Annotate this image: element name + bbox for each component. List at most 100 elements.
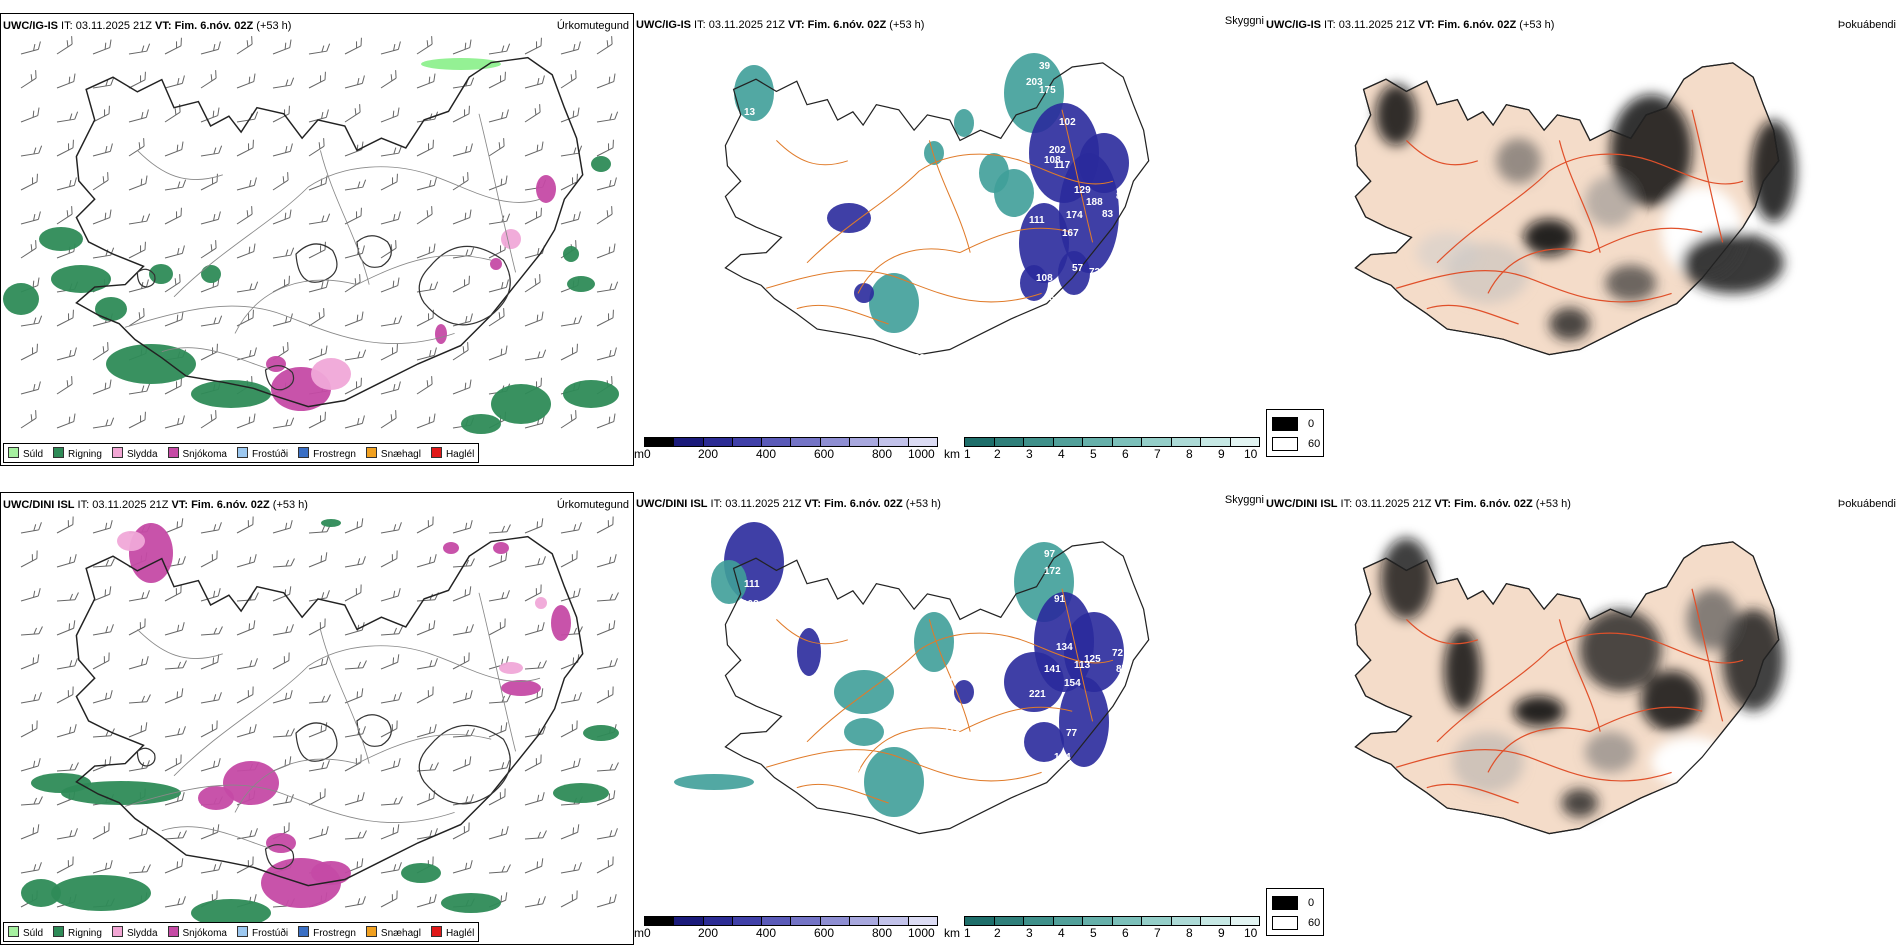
visibility-value-label: 83 bbox=[1102, 209, 1114, 220]
legend-item: Haglél bbox=[430, 446, 474, 460]
visibility-value-label: 118 bbox=[812, 700, 829, 711]
product-label: Skyggni bbox=[1224, 15, 1264, 27]
visibility-value-label: 82 bbox=[1116, 191, 1128, 202]
visibility-value-label: 39 bbox=[1039, 61, 1051, 72]
colorbar-cell bbox=[1171, 438, 1201, 446]
colorbar-cell bbox=[791, 917, 821, 925]
colorbar-cell bbox=[1201, 917, 1231, 925]
visibility-value-label: 233 bbox=[914, 353, 931, 364]
visibility-value-label: 295 bbox=[909, 861, 926, 872]
legend-item: Rigning bbox=[53, 925, 102, 939]
colorbar-cell bbox=[762, 438, 792, 446]
colorbar-cell bbox=[645, 917, 675, 925]
fog-map bbox=[1354, 537, 1784, 835]
legend-item: Frostregn bbox=[298, 925, 356, 939]
legend-item: Snæhagl bbox=[365, 446, 421, 460]
visibility-value-label: 175 bbox=[1039, 85, 1056, 96]
wind-barbs bbox=[20, 516, 619, 908]
colorbar-cell bbox=[994, 917, 1024, 925]
visibility-value-label: 117 bbox=[1054, 160, 1071, 171]
colorbar-cell bbox=[1083, 917, 1113, 925]
visibility-colorbar: km 1 2 3 4 5 6 7 8 9 10 bbox=[944, 437, 1260, 466]
colorbar-cell bbox=[994, 438, 1024, 446]
legend-item: Frostúði bbox=[236, 925, 288, 939]
precip-type-panel-1: UWC/IG-IS IT: 03.11.2025 21Z VT: Fim. 6.… bbox=[0, 13, 634, 466]
visibility-value-label: 108 bbox=[1044, 155, 1061, 166]
colorbar-cell bbox=[1142, 438, 1172, 446]
visibility-value-label: 87 bbox=[1116, 664, 1128, 675]
legend-item: Snæhagl bbox=[365, 925, 421, 939]
visibility-value-label: 141 bbox=[1044, 664, 1061, 675]
visibility-value-label: 284 bbox=[939, 674, 956, 685]
colorbar-cell bbox=[674, 438, 704, 446]
colorbar-cell bbox=[762, 917, 792, 925]
legend-item: Haglél bbox=[430, 925, 474, 939]
panel-title: UWC/IG-IS IT: 03.11.2025 21Z VT: Fim. 6.… bbox=[636, 19, 925, 31]
visibility-value-label: 184 bbox=[909, 834, 926, 845]
visibility-value-label: 91 bbox=[1054, 594, 1066, 605]
visibility-value-label: 104 bbox=[1054, 752, 1071, 763]
visibility-colorbar: km 1 2 3 4 5 6 7 8 9 10 bbox=[944, 916, 1260, 945]
fog-legend: 0 60 bbox=[1266, 888, 1324, 936]
colorbar-cell bbox=[1053, 438, 1083, 446]
visibility-value-label: 107 bbox=[844, 766, 861, 777]
visibility-value-label: 72 bbox=[1089, 267, 1101, 278]
visibility-value-label: 233 bbox=[914, 379, 931, 390]
visibility-value-label: 186 bbox=[809, 679, 826, 690]
colorbar-cell bbox=[1230, 438, 1259, 446]
colorbar-cell bbox=[1142, 917, 1172, 925]
panel-title: UWC/IG-IS IT: 03.11.2025 21Z VT: Fim. 6.… bbox=[3, 20, 292, 32]
colorbar-cell bbox=[1083, 438, 1113, 446]
visibility-value-label: 154 bbox=[1064, 678, 1081, 689]
legend-item: Snjókoma bbox=[167, 925, 227, 939]
colorbar-cell bbox=[1171, 917, 1201, 925]
colorbar-cell bbox=[1201, 438, 1231, 446]
visibility-value-label: 188 bbox=[1086, 197, 1103, 208]
visibility-value-label: 97 bbox=[852, 233, 864, 244]
fog-index-panel-2: UWC/DINI ISL IT: 03.11.2025 21Z VT: Fim.… bbox=[1264, 492, 1900, 945]
colorbar-cell bbox=[908, 438, 937, 446]
legend-item: Frostúði bbox=[236, 446, 288, 460]
fog-legend: 0 60 bbox=[1266, 409, 1324, 457]
visibility-value-label: 203 bbox=[1026, 77, 1043, 88]
colorbar-cell bbox=[645, 438, 675, 446]
legend-item: Súld bbox=[8, 446, 43, 460]
visibility-value-label: 97 bbox=[1044, 549, 1056, 560]
colorbar-cell bbox=[908, 917, 937, 925]
visibility-value-label: 111 bbox=[744, 579, 760, 590]
ceiling-colorbar: m 0 200 400 600 800 1000 bbox=[634, 916, 938, 945]
precip-type-panel-2: UWC/DINI ISL IT: 03.11.2025 21Z VT: Fim.… bbox=[0, 492, 634, 945]
visibility-value-label: 113 bbox=[1074, 660, 1091, 671]
visibility-value-label: 108 bbox=[1036, 273, 1053, 284]
legend-item: Rigning bbox=[53, 446, 102, 460]
colorbar-cell bbox=[1230, 917, 1259, 925]
colorbar-cell bbox=[879, 917, 909, 925]
colorbar-cell bbox=[965, 917, 995, 925]
precip-legend: Súld Rigning Slydda Snjókoma Frostúði Fr… bbox=[3, 443, 480, 463]
panel-title: UWC/IG-IS IT: 03.11.2025 21Z VT: Fim. 6.… bbox=[1266, 19, 1555, 31]
visibility-value-label: 111 bbox=[944, 724, 960, 735]
colorbar-cell bbox=[850, 438, 880, 446]
precip-map bbox=[20, 516, 619, 927]
legend-item: Frostregn bbox=[298, 446, 356, 460]
colorbar-cell bbox=[965, 438, 995, 446]
visibility-value-label: 167 bbox=[1062, 228, 1079, 239]
colorbar-cell bbox=[674, 917, 704, 925]
wind-barbs bbox=[20, 36, 619, 429]
visibility-value-label: 202 bbox=[1049, 145, 1066, 156]
visibility-value-label: 102 bbox=[1059, 117, 1076, 128]
roads bbox=[125, 113, 541, 371]
legend-item: Slydda bbox=[111, 446, 158, 460]
visibility-value-label: 111 bbox=[1029, 215, 1045, 226]
legend-item: Súld bbox=[8, 925, 43, 939]
visibility-value-label: 102 bbox=[840, 251, 857, 262]
visibility-value-label: 57 bbox=[1072, 263, 1084, 274]
precip-areas bbox=[3, 58, 619, 434]
legend-item: Snjókoma bbox=[167, 446, 227, 460]
fog-map bbox=[1354, 62, 1797, 356]
visibility-value-label: 96 bbox=[1049, 295, 1061, 306]
colorbar-cell bbox=[820, 438, 851, 446]
visibility-value-label: 77 bbox=[1066, 728, 1078, 739]
